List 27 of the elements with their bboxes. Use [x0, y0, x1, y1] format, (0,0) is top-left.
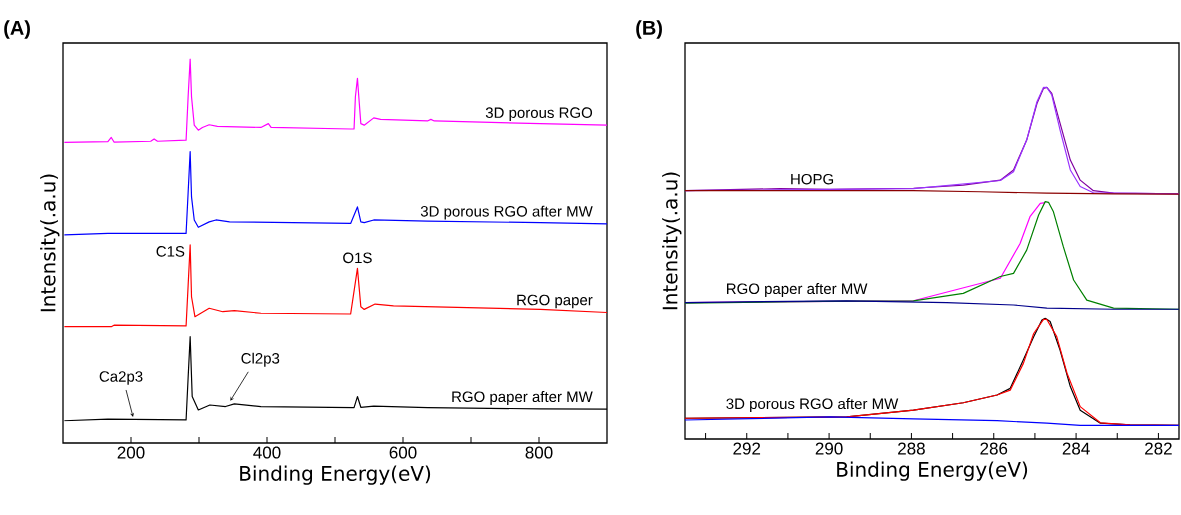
y-axis-title: Intensity(.a.u)	[40, 174, 60, 312]
x-tick-label: 286	[980, 442, 1008, 455]
x-tick-label: 200	[117, 446, 145, 459]
series-label: 3D porous RGO	[485, 107, 593, 121]
x-tick-label: 290	[815, 442, 843, 455]
annotation: C1S	[156, 246, 185, 257]
x-tick-label: 400	[253, 446, 281, 459]
series-label: RGO paper after MW	[452, 391, 593, 406]
chart-title: (B)	[636, 20, 662, 39]
series-label: 3D porous RGO after MW	[420, 205, 593, 220]
x-tick-label: 800	[525, 446, 553, 459]
x-tick-label: 600	[389, 446, 417, 459]
x-tick-label: 284	[1062, 442, 1090, 455]
x-axis-title: Binding Energy(eV)	[837, 461, 1028, 481]
y-axis-title: Intensity(.a.u)	[662, 172, 682, 310]
annotation: Cl2p3	[241, 352, 280, 367]
x-tick-label: 292	[733, 442, 761, 455]
series-label: HOPG	[791, 173, 834, 185]
series-label: RGO paper after MW	[727, 283, 868, 298]
x-tick-label: 288	[898, 442, 925, 455]
annotation: Ca2p3	[99, 371, 143, 385]
x-tick-label: 282	[1145, 442, 1172, 455]
series-label: RGO paper	[517, 294, 593, 309]
annotation: O1S	[343, 252, 372, 264]
chart-title: (A)	[4, 20, 30, 39]
series-label: 3D porous RGO after MW	[726, 398, 899, 413]
x-axis-title: Binding Energy(eV)	[240, 465, 431, 485]
